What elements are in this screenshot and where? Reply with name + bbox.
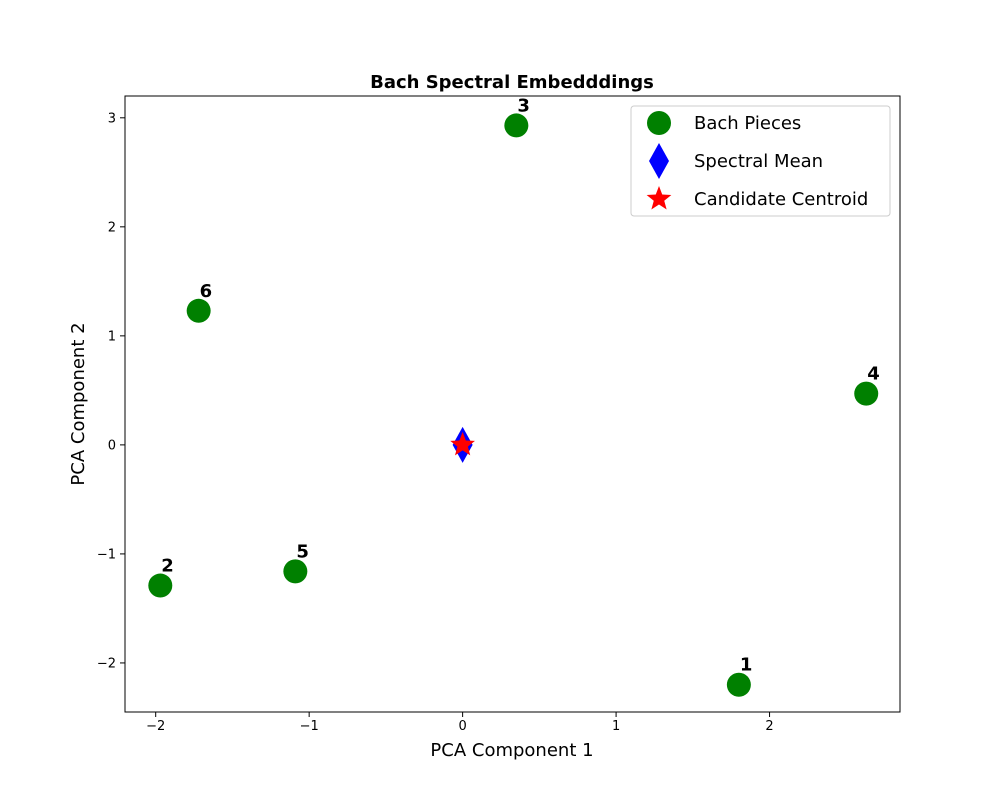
point-label: 5	[296, 541, 309, 562]
x-tick-label: −1	[300, 719, 319, 734]
circle-point	[504, 113, 529, 138]
x-tick-label: 2	[765, 719, 773, 734]
point-label: 1	[740, 655, 753, 676]
x-tick-label: 0	[458, 719, 466, 734]
y-tick-label: 0	[108, 438, 116, 453]
legend-entry: Spectral Mean	[694, 151, 823, 172]
point-label: 6	[200, 281, 213, 302]
circle-point	[854, 381, 879, 406]
data-marks: 1 2 3 4 5 6	[148, 95, 880, 697]
legend-box	[630, 105, 891, 217]
y-axis-label: PCA Component 2	[68, 322, 89, 485]
x-axis: −2 −1 0 1 2	[146, 712, 774, 734]
circle-point	[186, 298, 211, 323]
y-tick-label: 3	[108, 111, 116, 126]
legend-entry: Candidate Centroid	[694, 189, 868, 210]
point-label: 2	[161, 556, 174, 577]
y-axis: −2 −1 0 1 2 3	[97, 111, 125, 671]
legend: Bach Pieces Spectral Mean Candidate Centro…	[630, 105, 891, 217]
y-tick-label: −1	[97, 547, 116, 562]
circle-point	[148, 573, 173, 598]
y-tick-label: −2	[97, 656, 116, 671]
circle-point	[726, 672, 751, 697]
x-axis-label: PCA Component 1	[430, 740, 593, 761]
chart-title: Bach Spectral Embedddings	[370, 72, 654, 93]
legend-circle-marker	[647, 111, 671, 135]
x-tick-label: 1	[612, 719, 620, 734]
point-label: 3	[517, 95, 530, 116]
legend-diamond-marker	[649, 143, 669, 179]
legend-entry: Bach Pieces	[694, 113, 801, 134]
legend-star-marker	[646, 186, 672, 210]
point-label: 4	[867, 364, 880, 385]
y-tick-label: 2	[108, 220, 116, 235]
circle-point	[283, 559, 308, 584]
y-tick-label: 1	[108, 329, 116, 344]
plot-area	[124, 95, 901, 713]
star-point	[450, 431, 475, 456]
x-tick-label: −2	[146, 719, 165, 734]
